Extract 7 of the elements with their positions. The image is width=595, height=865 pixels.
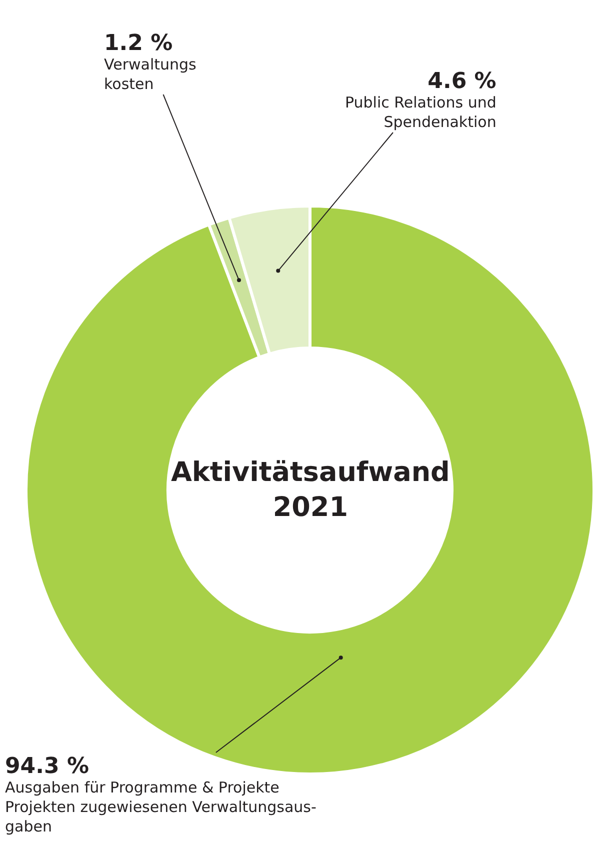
text: Aktivitätsaufwand 2021 <box>171 457 450 524</box>
slice-label: Public Relations und Spendenaktion <box>345 94 496 131</box>
data-label: 4.6 % <box>428 69 496 94</box>
data-label: 1.2 % <box>104 31 173 56</box>
slice-label: Ausgaben für Programme & Projekte Projekten zugewiesenen Verwaltungsaus- gaben <box>5 778 316 836</box>
data-label: 94.3 % <box>5 754 89 779</box>
slice-label: Verwaltungs kosten <box>104 56 197 93</box>
